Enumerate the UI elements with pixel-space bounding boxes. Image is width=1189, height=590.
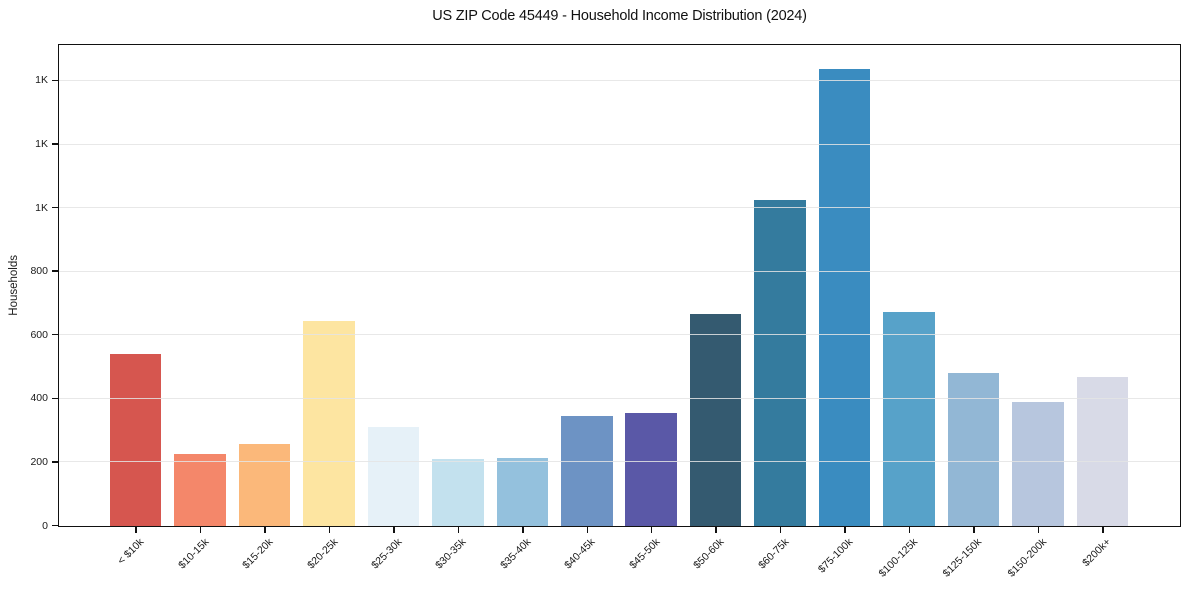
bar-$200k+: [1076, 376, 1129, 526]
y-axis-label-wrap: Households: [6, 44, 22, 527]
x-tick-mark: [1037, 527, 1040, 533]
bar-$150-200k: [1012, 402, 1064, 526]
y-tick-mark: [52, 397, 58, 400]
x-tick-mark: [457, 527, 460, 533]
chart-title: US ZIP Code 45449 - Household Income Dis…: [432, 8, 807, 24]
x-tick-mark: [715, 527, 717, 533]
x-tick-mark: [973, 527, 975, 533]
y-tick-label: 1K: [35, 74, 48, 87]
y-tick-label: 200: [30, 455, 48, 468]
x-tick-mark: [651, 527, 653, 533]
bar-$20-25k: [303, 320, 355, 526]
bar-$35-40k: [496, 457, 549, 526]
y-tick-mark: [52, 524, 58, 527]
x-tick-label: $125-150k: [940, 536, 985, 580]
x-tick-mark: [844, 527, 846, 533]
x-tick-label: $25-30k: [369, 536, 405, 572]
y-gridline: [59, 207, 1180, 209]
x-tick-label: $30-35k: [433, 536, 469, 572]
y-tick-mark: [52, 143, 58, 145]
x-tick-label: $15-20k: [240, 536, 276, 572]
bar-$50-60k: [689, 314, 742, 526]
y-tick-label: 1K: [35, 138, 48, 151]
y-gridline: [59, 270, 1180, 272]
x-tick-label: $200k+: [1080, 536, 1114, 570]
y-tick-label: 600: [30, 328, 48, 341]
x-tick-label: $35-40k: [498, 536, 534, 572]
x-tick-mark: [779, 527, 782, 533]
x-tick-label: $75-100k: [816, 536, 856, 576]
y-tick-mark: [52, 79, 58, 82]
bar-$15-20k: [238, 444, 291, 526]
plot-area: [58, 44, 1181, 527]
y-gridline: [59, 143, 1180, 145]
x-tick-label: $150-200k: [1005, 536, 1049, 580]
x-tick-label: $60-75k: [755, 536, 792, 572]
x-tick-mark: [1102, 527, 1104, 533]
y-gridline: [59, 397, 1180, 399]
y-tick-mark: [52, 334, 58, 336]
x-tick-mark: [908, 527, 911, 533]
bar-$75-100k: [818, 68, 871, 526]
bar-$45-50k: [625, 412, 677, 526]
bar-$100-125k: [883, 311, 935, 526]
bar-< $10k: [109, 354, 162, 526]
x-tick-label: $50-60k: [691, 536, 727, 572]
bar-$25-30k: [367, 426, 420, 526]
y-gridline: [59, 79, 1180, 81]
x-tick-label: $100-125k: [876, 536, 920, 580]
x-tick-mark: [586, 527, 588, 533]
x-tick-label: $10-15k: [175, 536, 212, 572]
y-tick-mark: [52, 461, 58, 463]
bar-$10-15k: [174, 453, 226, 526]
y-gridline: [59, 461, 1180, 463]
y-gridline: [59, 334, 1180, 336]
x-tick-label: $40-45k: [562, 536, 598, 572]
x-tick-mark: [264, 527, 266, 533]
x-tick-mark: [328, 527, 331, 533]
x-tick-label: < $10k: [115, 536, 147, 567]
x-tick-mark: [393, 527, 395, 533]
x-tick-label: $45-50k: [626, 536, 663, 572]
bar-$40-45k: [561, 416, 613, 526]
y-tick-mark: [52, 270, 58, 272]
bar-$30-35k: [432, 459, 484, 526]
x-tick-mark: [135, 527, 137, 533]
x-tick-mark: [199, 527, 202, 533]
y-tick-label: 400: [30, 392, 48, 405]
y-tick-label: 800: [30, 265, 48, 278]
x-tick-label: $20-25k: [304, 536, 341, 572]
bar-$60-75k: [754, 199, 806, 526]
y-tick-label: 0: [42, 519, 48, 532]
y-tick-label: 1K: [35, 201, 48, 214]
bar-$125-150k: [947, 373, 1000, 526]
x-tick-mark: [522, 527, 524, 533]
y-tick-mark: [52, 206, 58, 209]
